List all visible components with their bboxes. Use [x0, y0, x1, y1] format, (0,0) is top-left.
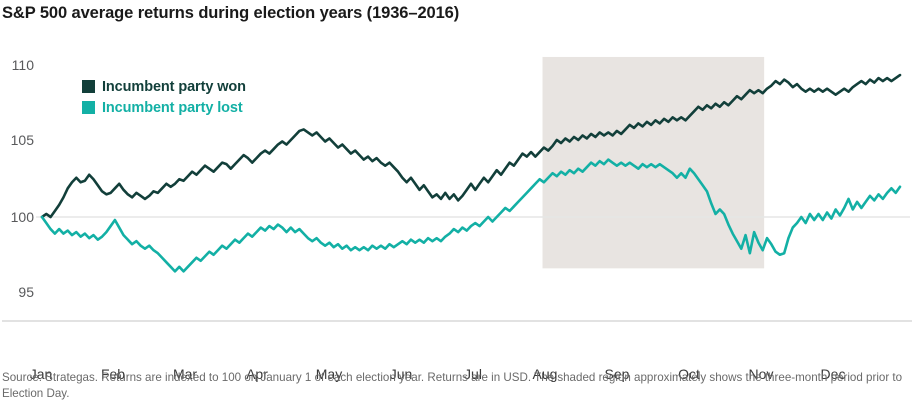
legend-swatch-incumbent-lost — [82, 101, 95, 114]
series-line-incumbent-lost — [40, 158, 902, 273]
y-axis-tick-110: 110 — [11, 57, 34, 73]
shaded-election-window — [542, 56, 765, 269]
x-axis-tick-nov: Nov — [748, 366, 774, 382]
legend-label-incumbent-lost: Incumbent party lost — [102, 99, 243, 116]
x-axis-tick-jan: Jan — [29, 366, 53, 382]
chart-plot-area: Incumbent party won Incumbent party lost… — [0, 40, 916, 382]
x-axis-tick-aug: Aug — [532, 366, 558, 382]
legend-swatch-incumbent-won — [82, 80, 95, 93]
x-axis-tick-jun: Jun — [389, 366, 413, 382]
x-axis-tick-apr: Apr — [246, 366, 268, 382]
x-axis-tick-dec: Dec — [820, 366, 846, 382]
x-axis-tick-oct: Oct — [678, 366, 700, 382]
series-line-incumbent-won — [40, 73, 902, 219]
y-axis-tick-95: 95 — [18, 284, 34, 300]
chart-svg — [2, 56, 912, 322]
chart-legend: Incumbent party won Incumbent party lost — [82, 76, 246, 118]
x-axis-tick-jul: Jul — [464, 366, 482, 382]
y-axis-tick-100: 100 — [10, 209, 34, 225]
x-axis-tick-feb: Feb — [100, 366, 126, 382]
legend-item-incumbent-lost: Incumbent party lost — [82, 97, 246, 118]
legend-label-incumbent-won: Incumbent party won — [102, 78, 246, 95]
y-axis-tick-105: 105 — [10, 132, 34, 148]
page-title: S&P 500 average returns during election … — [2, 4, 460, 22]
source-note: Source: Strategas. Returns are indexed t… — [2, 371, 903, 400]
legend-item-incumbent-won: Incumbent party won — [82, 76, 246, 97]
x-axis-tick-sep: Sep — [604, 366, 630, 382]
x-axis-tick-may: May — [315, 366, 343, 382]
x-axis-tick-mar: Mar — [172, 366, 198, 382]
